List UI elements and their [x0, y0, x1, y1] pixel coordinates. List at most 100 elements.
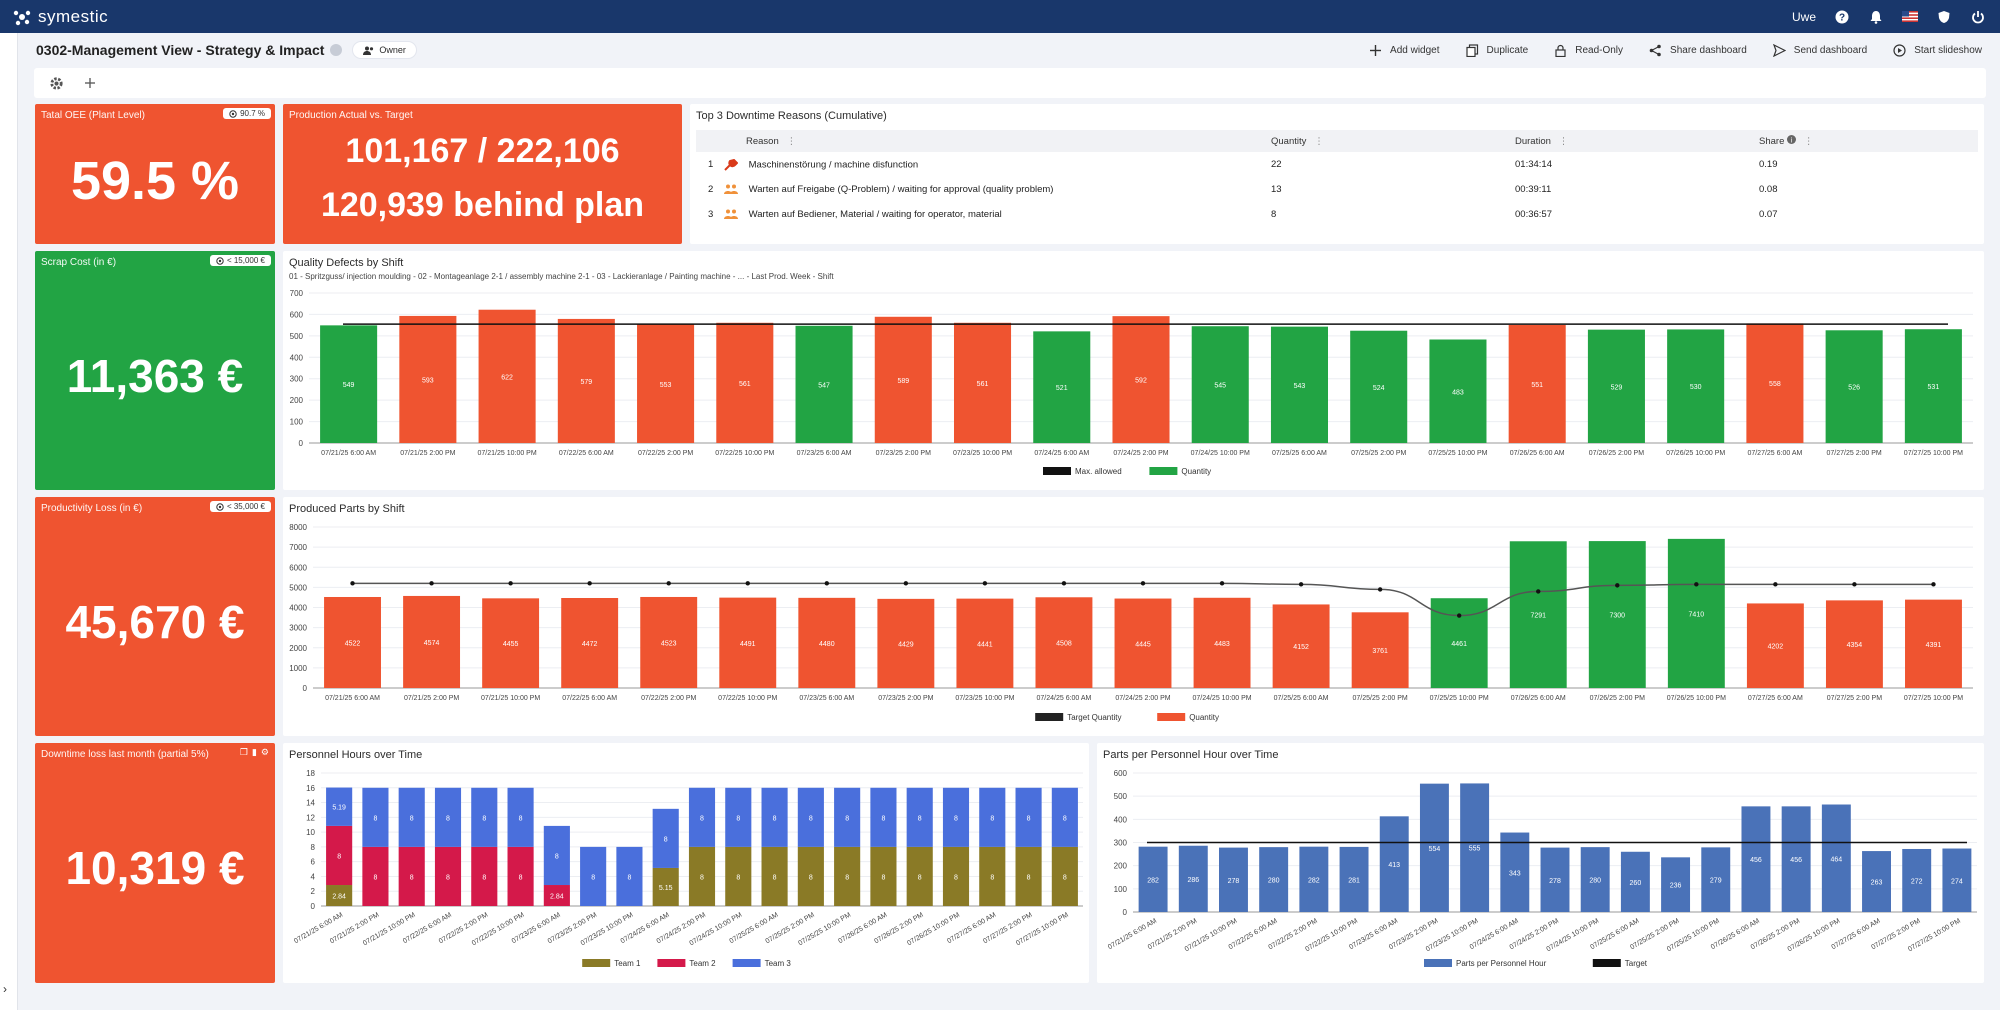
- column-header-quantity[interactable]: Quantity ⋮: [1271, 130, 1515, 152]
- table-row[interactable]: 2 Warten auf Freigabe (Q-Problem) / wait…: [696, 177, 1978, 202]
- bar: [1904, 329, 1962, 443]
- power-icon[interactable]: [1970, 9, 1986, 25]
- legend-label: Target: [1625, 959, 1648, 968]
- segment-value-label: 8: [881, 874, 885, 881]
- start-slideshow-button[interactable]: Start slideshow: [1893, 43, 1982, 57]
- y-tick-label: 200: [290, 396, 304, 405]
- target-point: [1931, 582, 1936, 587]
- bar-value-label: 282: [1147, 877, 1159, 884]
- bar-value-label: 4202: [1768, 644, 1784, 651]
- shield-icon[interactable]: [1936, 9, 1952, 25]
- row-number: 3: [708, 209, 714, 220]
- bar: [1509, 541, 1567, 688]
- segment-value-label: 8: [482, 815, 486, 822]
- target-badge: < 35,000 €: [209, 501, 271, 512]
- duplicate-button[interactable]: Duplicate: [1465, 43, 1528, 57]
- scrap-cost-kpi-tile[interactable]: Scrap Cost (in €) < 15,000 € 11,363 €: [35, 251, 275, 490]
- users-icon: [363, 46, 374, 55]
- delete-icon[interactable]: ▮: [251, 747, 257, 757]
- us-flag-icon[interactable]: [1902, 9, 1918, 25]
- column-header-reason[interactable]: Reason ⋮: [746, 130, 1271, 152]
- production-kpi-tile[interactable]: Production Actual vs. Target 101,167 / 2…: [283, 104, 682, 244]
- row-number: 2: [708, 184, 714, 195]
- column-menu-icon[interactable]: ⋮: [786, 135, 797, 147]
- expand-sidebar-chevron-icon[interactable]: ›: [3, 982, 7, 996]
- y-tick-label: 700: [290, 289, 304, 298]
- bar: [1299, 846, 1329, 912]
- add-icon[interactable]: [82, 75, 98, 91]
- bell-icon[interactable]: [1868, 9, 1884, 25]
- bar: [1138, 846, 1168, 912]
- user-name[interactable]: Uwe: [1791, 9, 1816, 24]
- app-logo[interactable]: symestic: [12, 7, 108, 27]
- stacked-bar-segment: [834, 846, 861, 906]
- bar-value-label: 622: [501, 374, 513, 381]
- target-point: [429, 581, 434, 586]
- bar: [1667, 329, 1725, 443]
- stacked-bar-segment: [616, 846, 643, 906]
- productivity-loss-kpi-tile[interactable]: Productivity Loss (in €) < 35,000 € 45,6…: [35, 497, 275, 736]
- read-only-button[interactable]: Read-Only: [1554, 44, 1623, 57]
- bar: [1193, 597, 1251, 688]
- oee-kpi-tile[interactable]: Tatal OEE (Plant Level) 90.7 % 59.5 %: [35, 104, 275, 244]
- tile-actions: ❐ ▮ ⚙: [240, 747, 269, 758]
- duration-cell: 00:39:11: [1515, 184, 1552, 195]
- y-tick-label: 600: [1114, 769, 1128, 778]
- kpi-title: Production Actual vs. Target: [289, 110, 413, 121]
- segment-value-label: 8: [410, 874, 414, 881]
- target-point: [1773, 582, 1778, 587]
- production-ratio: 101,167 / 222,106: [345, 132, 620, 170]
- bar-value-label: 579: [580, 379, 592, 386]
- x-tick-label: 07/27/25 6:00 AM: [1747, 450, 1802, 457]
- segment-value-label: 5.19: [332, 805, 346, 812]
- column-menu-icon[interactable]: ⋮: [1558, 135, 1569, 147]
- segment-value-label: 8: [845, 874, 849, 881]
- bar-value-label: 592: [1135, 378, 1147, 385]
- send-dashboard-button[interactable]: Send dashboard: [1772, 43, 1868, 57]
- y-tick-label: 0: [311, 902, 316, 911]
- column-header-share[interactable]: Share i ⋮: [1759, 130, 1978, 152]
- legend-swatch: [582, 959, 611, 967]
- target-point: [1694, 582, 1699, 587]
- column-header-duration[interactable]: Duration ⋮: [1515, 130, 1759, 152]
- segment-value-label: 8: [373, 874, 377, 881]
- bar-value-label: 7291: [1530, 613, 1546, 620]
- x-tick-label: 07/26/25 6:00 AM: [1510, 450, 1565, 457]
- stacked-bar-segment: [870, 846, 897, 906]
- settings-gear-icon[interactable]: [48, 75, 64, 91]
- column-menu-icon[interactable]: ⋮: [1314, 135, 1324, 147]
- info-icon[interactable]: i: [1787, 135, 1796, 145]
- help-icon[interactable]: ?: [1834, 9, 1850, 25]
- copy-icon[interactable]: ❐: [239, 747, 248, 757]
- stacked-bar-segment: [507, 846, 534, 906]
- kpi-title: Productivity Loss (in €): [41, 503, 143, 514]
- target-point: [666, 581, 671, 586]
- send-dashboard-label: Send dashboard: [1793, 44, 1868, 56]
- info-icon[interactable]: [330, 44, 343, 56]
- left-rail: ›: [0, 33, 18, 1010]
- x-tick-label: 07/27/25 2:00 PM: [1827, 695, 1882, 702]
- table-row[interactable]: 1 Maschinenstörung / machine disfunction…: [696, 152, 1978, 177]
- target-icon: [216, 256, 224, 265]
- quantity-cell: 8: [1271, 209, 1277, 220]
- share-dashboard-button[interactable]: Share dashboard: [1649, 44, 1747, 57]
- segment-value-label: 8: [990, 874, 994, 881]
- add-widget-button[interactable]: Add widget: [1369, 44, 1440, 57]
- kpi-title: Downtime loss last month (partial 5%): [41, 749, 209, 760]
- widget-title: Parts per Personnel Hour over Time: [1103, 749, 1279, 761]
- column-menu-icon[interactable]: ⋮: [1804, 136, 1814, 147]
- gear-icon[interactable]: ⚙: [260, 747, 269, 757]
- stacked-bar-segment: [652, 808, 679, 868]
- app-name: symestic: [38, 6, 109, 26]
- target-point: [903, 581, 909, 586]
- legend-swatch: [1043, 467, 1071, 475]
- table-row[interactable]: 3 Warten auf Bediener, Material / waitin…: [696, 202, 1978, 227]
- legend-label: Parts per Personnel Hour: [1456, 959, 1547, 968]
- x-tick-label: 07/25/25 2:00 PM: [1351, 450, 1406, 457]
- bar: [640, 596, 698, 688]
- owner-chip[interactable]: Owner: [352, 41, 417, 59]
- share-cell: 0.08: [1759, 184, 1778, 195]
- downtime-loss-kpi-tile[interactable]: Downtime loss last month (partial 5%) ❐ …: [35, 743, 275, 983]
- stacked-bar-segment: [434, 787, 462, 847]
